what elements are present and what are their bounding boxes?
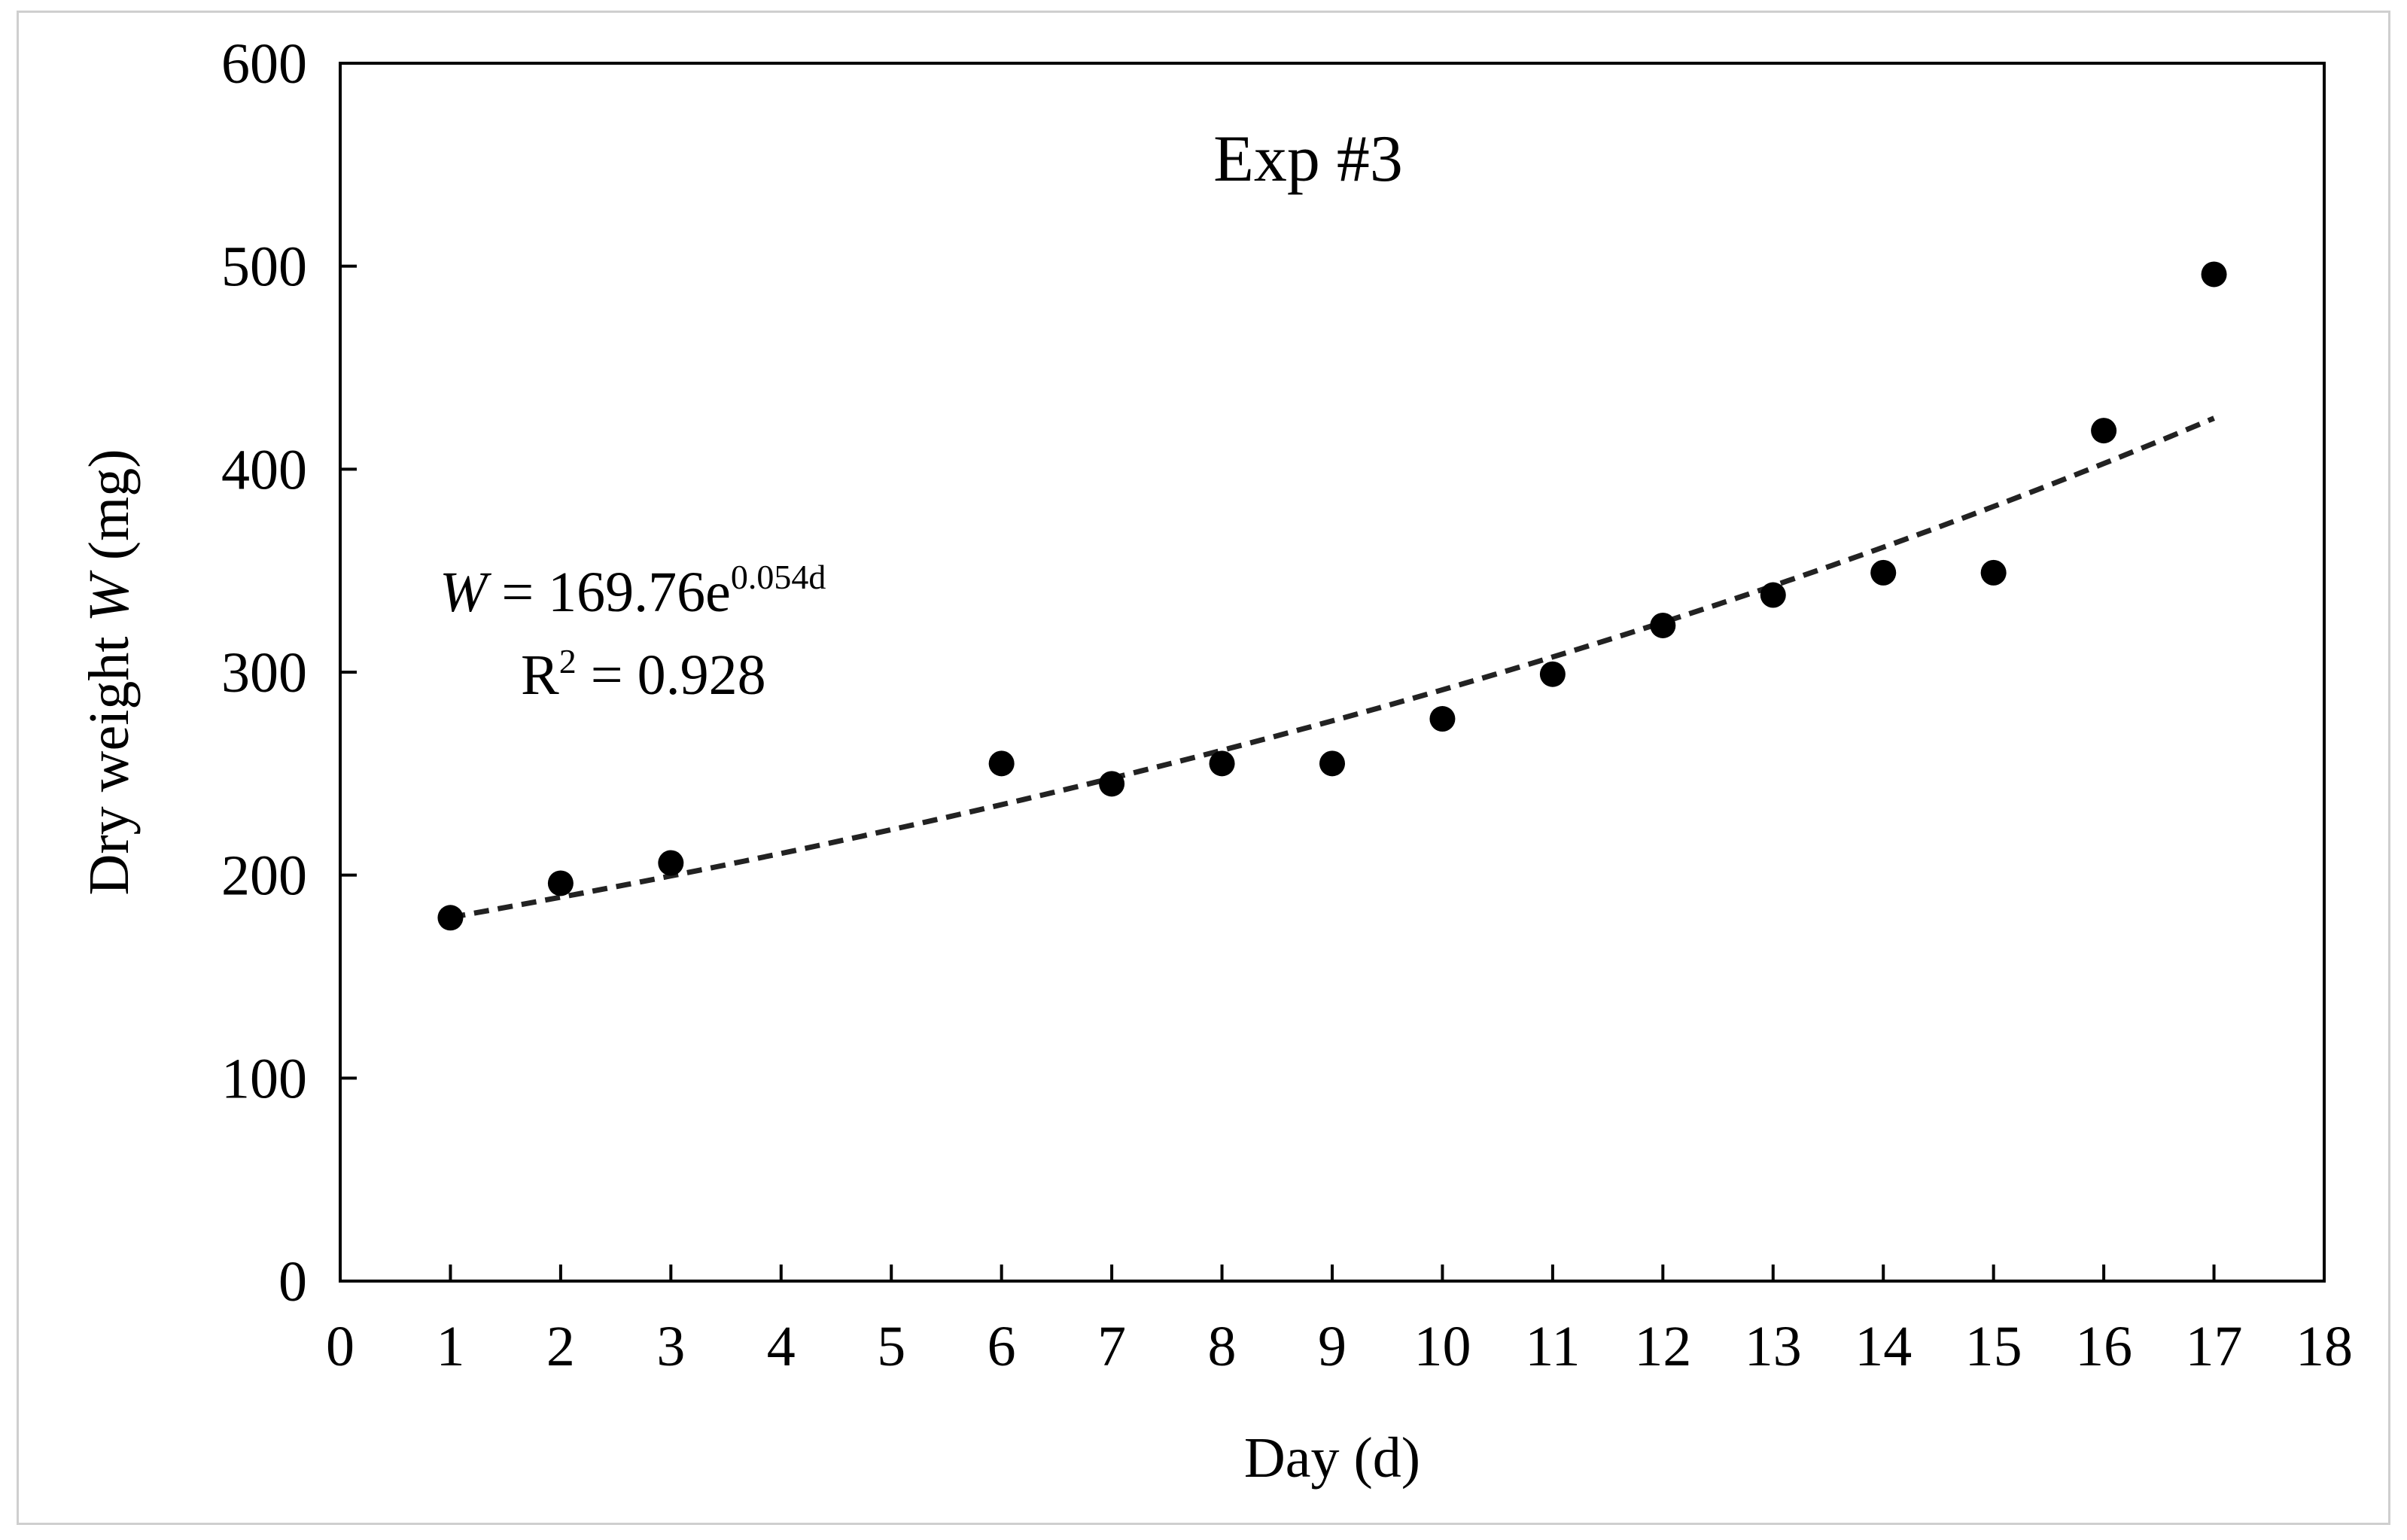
data-point [658,850,684,876]
r-squared-label: R2 = 0.928 [521,642,766,707]
y-axis-title: Dry weight W (mg) [78,449,141,895]
data-point [1870,559,1897,586]
figure-frame [17,11,2390,1525]
x-tick-label: 15 [1965,1315,2022,1378]
x-axis-ticks: 0 1 2 3 4 5 6 7 8 9 10 11 12 13 14 15 16 17 18 [326,1265,2353,1378]
data-point [1099,771,1125,797]
data-point [547,870,574,896]
data-points [437,261,2227,931]
equation-exponent: 0.054d [731,558,826,596]
equation-variable: W [440,561,492,624]
equation-label: W = 169.76e0.054d [440,558,826,624]
x-tick-label: 10 [1413,1315,1471,1378]
y-axis-title-suffix: (mg) [78,449,141,574]
data-point [2201,261,2227,288]
y-tick-label: 100 [221,1047,307,1110]
y-tick-label: 400 [221,438,307,501]
x-tick-label: 0 [326,1315,355,1378]
x-tick-label: 9 [1318,1315,1347,1378]
r-squared-superscript: 2 [559,642,577,680]
y-axis-title-variable: W [78,570,141,622]
y-axis-ticks: 0 100 200 300 400 500 600 [221,32,357,1313]
x-axis-title: Day (d) [1244,1426,1420,1490]
x-tick-label: 1 [436,1315,464,1378]
x-tick-label: 7 [1097,1315,1126,1378]
x-tick-label: 6 [987,1315,1016,1378]
y-tick-label: 0 [278,1250,307,1313]
x-tick-label: 2 [546,1315,575,1378]
data-point [437,905,464,931]
y-tick-label: 300 [221,641,307,705]
x-tick-label: 3 [656,1315,685,1378]
x-tick-label: 4 [767,1315,796,1378]
x-tick-label: 16 [2075,1315,2132,1378]
x-tick-label: 18 [2296,1315,2353,1378]
chart-title: Exp #3 [1213,123,1403,196]
data-point [1539,661,1566,687]
data-point [1209,750,1235,777]
x-tick-label: 8 [1208,1315,1237,1378]
y-tick-label: 600 [221,32,307,96]
y-tick-label: 200 [221,845,307,908]
x-tick-label: 12 [1634,1315,1691,1378]
r-squared-base: R [521,644,559,707]
x-tick-label: 13 [1745,1315,1802,1378]
data-point [1980,559,2007,586]
equation-main: = 169.76e [487,561,731,624]
x-tick-label: 11 [1525,1315,1580,1378]
trendline [449,415,2215,921]
data-point [1650,612,1676,638]
x-tick-label: 14 [1855,1315,1912,1378]
data-point [1760,582,1786,608]
y-axis-title-prefix: Dry weight [78,622,141,896]
data-point [988,750,1015,777]
data-point [2091,418,2117,444]
r-squared-value: = 0.928 [577,644,766,707]
y-tick-label: 500 [221,236,307,299]
data-point [1429,706,1456,732]
trendline-group [449,415,2215,921]
x-tick-label: 5 [877,1315,905,1378]
data-point [1319,750,1345,777]
x-tick-label: 17 [2186,1315,2243,1378]
